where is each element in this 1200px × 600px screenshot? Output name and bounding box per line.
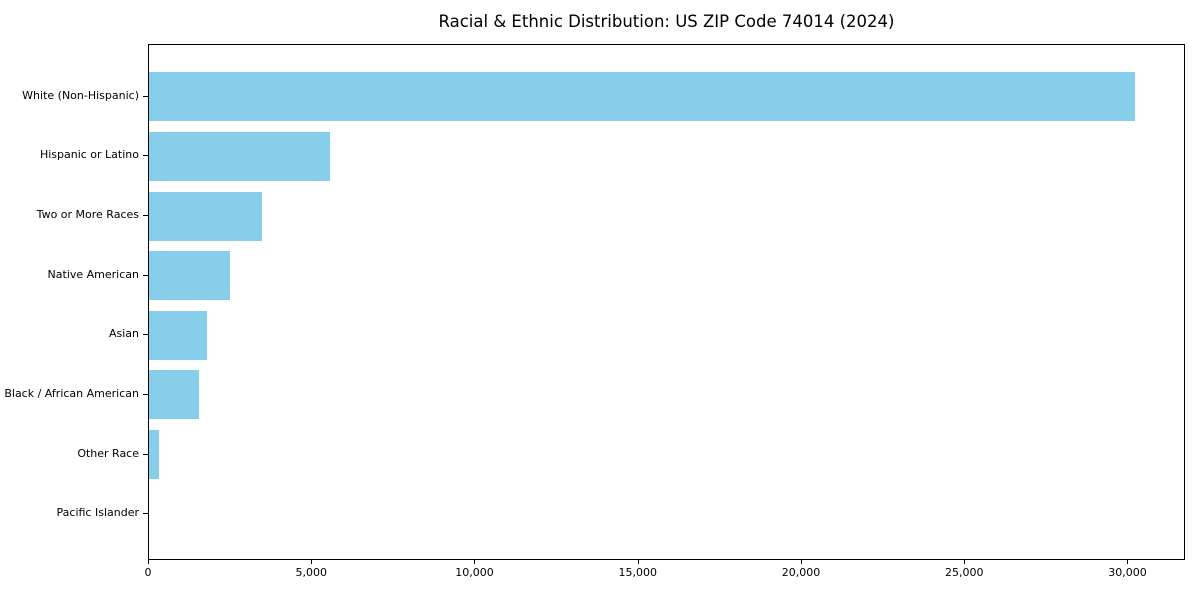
y-tick-label-two-or-more-races: Two or More Races <box>36 208 139 222</box>
y-tick-mark <box>143 513 148 515</box>
bar-white-non-hispanic <box>149 72 1136 122</box>
y-tick-mark <box>143 215 148 217</box>
x-tick-mark <box>964 560 966 564</box>
x-tick-label: 15,000 <box>618 566 657 579</box>
x-tick-label: 25,000 <box>944 566 984 579</box>
y-tick-mark <box>143 393 148 395</box>
bar-native-american <box>149 251 230 301</box>
chart-title: Racial & Ethnic Distribution: US ZIP Cod… <box>438 12 895 31</box>
x-tick-label: 5,000 <box>295 566 327 579</box>
y-tick-mark <box>143 155 148 157</box>
y-tick-mark <box>143 95 148 97</box>
x-tick-mark <box>1127 560 1129 564</box>
y-tick-mark <box>143 453 148 455</box>
x-tick-label: 10,000 <box>455 566 494 579</box>
y-tick-mark <box>143 334 148 336</box>
x-tick-mark <box>311 560 313 564</box>
x-tick-mark <box>148 560 149 564</box>
y-tick-mark <box>143 274 148 276</box>
bar-black-african-american <box>149 370 199 420</box>
x-tick-label: 0 <box>144 566 152 579</box>
y-tick-label-native-american: Native American <box>47 267 139 281</box>
x-tick-label: 20,000 <box>781 566 821 579</box>
bar-hispanic-or-latino <box>149 131 330 181</box>
x-tick-label: 30,000 <box>1108 566 1147 579</box>
y-tick-label-black-african-american: Black / African American <box>4 386 139 400</box>
y-tick-label-pacific-islander: Pacific Islander <box>56 506 139 520</box>
y-tick-label-white-non-hispanic: White (Non-Hispanic) <box>22 88 139 102</box>
x-tick-mark <box>800 560 802 564</box>
y-tick-label-asian: Asian <box>108 327 139 341</box>
x-tick-mark <box>474 560 476 564</box>
y-tick-label-other-race: Other Race <box>77 446 139 460</box>
plot-area <box>148 44 1185 560</box>
x-tick-mark <box>637 560 639 564</box>
bar-asian <box>149 310 208 360</box>
bar-other-race <box>149 430 159 480</box>
y-tick-label-hispanic-or-latino: Hispanic or Latino <box>39 148 139 162</box>
bar-two-or-more-races <box>149 191 262 241</box>
